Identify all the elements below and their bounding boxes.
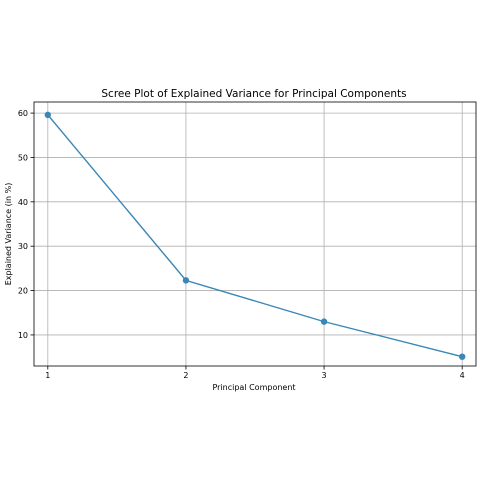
x-tick-label: 1	[45, 371, 50, 380]
y-tick-label: 30	[18, 242, 28, 251]
x-axis-label: Principal Component	[212, 383, 295, 392]
data-point-pc2	[182, 277, 190, 284]
grid-layer	[34, 102, 476, 366]
y-tick-label: 20	[18, 287, 28, 296]
y-tick-label: 50	[18, 153, 28, 162]
data-point-pc1	[44, 111, 52, 119]
plot-area-frame	[33, 101, 477, 367]
chart-title: Scree Plot of Explained Variance for Pri…	[101, 88, 406, 100]
series-layer	[44, 111, 466, 360]
y-tick-label: 10	[18, 331, 28, 340]
data-point-pc4	[458, 353, 466, 360]
y-axis-label: Explained Variance (in %)	[4, 183, 13, 286]
tick-layer: 1 2 3 4 10 20 30 40 50 60	[18, 109, 465, 380]
x-tick-label: 2	[183, 371, 188, 380]
x-tick-label: 4	[460, 371, 465, 380]
y-tick-label: 40	[18, 198, 28, 207]
y-tick-label: 60	[18, 109, 28, 118]
series-line	[47, 114, 463, 358]
x-tick-label: 3	[322, 371, 327, 380]
data-point-pc3	[320, 318, 328, 325]
